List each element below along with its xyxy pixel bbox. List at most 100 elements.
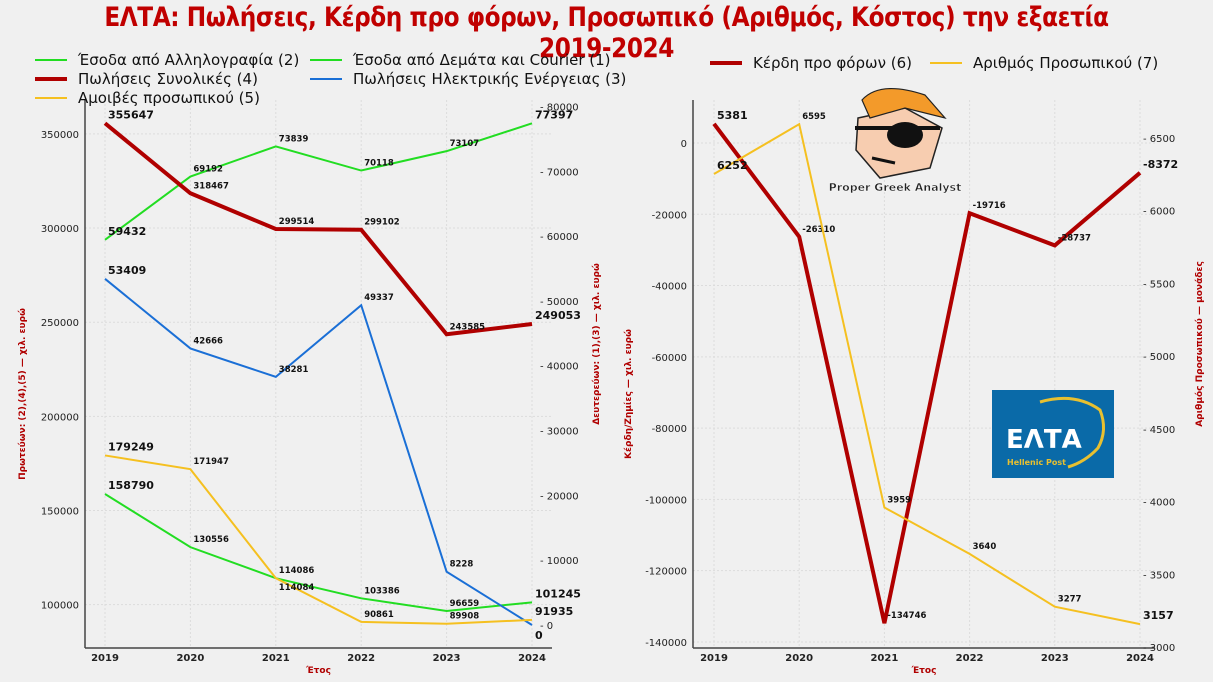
y2-tick-label: - 60000 — [540, 232, 579, 243]
legend-entry: Αριθμός Προσωπικού (7) — [973, 54, 1158, 72]
data-label: 77397 — [535, 108, 573, 121]
data-label: 73839 — [279, 134, 309, 144]
data-label: 299102 — [364, 218, 400, 228]
chart-title: ΕΛΤΑ: Πωλήσεις, Κέρδη προ φόρων, Προσωπι… — [104, 2, 1109, 64]
y2-tick-label: - 30000 — [540, 427, 579, 438]
data-label: 6252 — [717, 159, 748, 172]
x-axis-label: Έτος — [911, 666, 937, 676]
series-line — [104, 493, 533, 612]
y-tick-label: 0 — [681, 139, 687, 150]
data-label: 59432 — [108, 225, 146, 238]
y-tick-label: -60000 — [652, 353, 687, 364]
data-label: 3277 — [1058, 595, 1082, 605]
elta-logo: ΕΛΤΑ Hellenic Post — [992, 390, 1114, 478]
legend-entry: Κέρδη προ φόρων (6) — [753, 54, 912, 72]
x-tick-label: 2023 — [1041, 653, 1069, 664]
series-line — [713, 122, 1141, 626]
y-tick-label: -20000 — [652, 210, 687, 221]
data-label: 179249 — [108, 440, 154, 453]
y2-tick-label: - 50000 — [540, 297, 579, 308]
data-label: 158790 — [108, 479, 154, 492]
y-tick-label: -40000 — [652, 282, 687, 293]
elta-logo-subtitle: Hellenic Post — [1007, 458, 1066, 467]
x-tick-label: 2020 — [176, 653, 204, 664]
data-label: 5381 — [717, 109, 748, 122]
x-tick-label: 2021 — [262, 653, 290, 664]
y2-tick-label: - 5000 — [1143, 352, 1175, 363]
data-label: -26310 — [802, 225, 835, 235]
y2-tick-label: - 5500 — [1143, 279, 1175, 290]
data-label: 171947 — [193, 457, 229, 467]
x-tick-label: 2022 — [347, 653, 375, 664]
y-tick-label: 200000 — [41, 412, 79, 423]
data-label: 69192 — [193, 165, 223, 175]
y-tick-label: -120000 — [645, 567, 687, 578]
y-tick-label: 250000 — [41, 318, 79, 329]
y-tick-label: 300000 — [41, 224, 79, 235]
x-tick-label: 2019 — [700, 653, 728, 664]
data-label: 70118 — [364, 159, 394, 169]
y2-tick-label: - 0 — [540, 621, 553, 632]
y2-tick-label: - 40000 — [540, 362, 579, 373]
data-label: 3959 — [887, 496, 911, 506]
data-label: -28737 — [1058, 233, 1091, 243]
data-label: 114084 — [279, 583, 315, 593]
legend-entry: Έσοδα από Δεμάτα και Courier (1) — [352, 51, 611, 69]
data-label: 90861 — [364, 610, 394, 620]
data-label: 6595 — [802, 112, 826, 122]
data-label: -134746 — [887, 611, 926, 621]
data-label: 96659 — [450, 599, 480, 609]
y2-tick-label: - 80000 — [540, 102, 579, 113]
y2-axis-label: Αριθμός Προσωπικού — μονάδες — [1194, 261, 1205, 427]
series-line — [104, 122, 533, 241]
data-label: -19716 — [973, 201, 1006, 211]
y2-tick-label: - 10000 — [540, 556, 579, 567]
y-tick-label: -80000 — [652, 424, 687, 435]
y2-tick-label: - 4500 — [1143, 425, 1175, 436]
series-line — [104, 278, 533, 626]
chart-2: -140000 -120000 -100000 -80000 -60000 -40000 -… — [623, 54, 1205, 676]
y2-axis-label: Δευτερεύων: (1),(3) — χιλ. ευρώ — [591, 263, 602, 425]
y-tick-label: 100000 — [41, 601, 79, 612]
x-axis-label: Έτος — [305, 666, 331, 676]
series-line — [104, 454, 533, 625]
elta-logo-text: ΕΛΤΑ — [1006, 425, 1082, 455]
legend-entry: Αμοιβές προσωπικού (5) — [78, 89, 260, 107]
series-line — [103, 121, 533, 337]
mascot-hair-icon — [861, 87, 947, 120]
mascot-caption: Proper Greek Analyst — [829, 181, 962, 194]
data-label: -8372 — [1143, 158, 1178, 171]
data-label: 91935 — [535, 605, 573, 618]
legend-entry: Πωλήσεις Ηλεκτρικής Ενέργειας (3) — [353, 70, 626, 88]
y-axis-label: Κέρδη/Ζημίες — χιλ. ευρώ — [623, 329, 634, 459]
data-label: 130556 — [193, 535, 229, 545]
data-label: 114086 — [279, 566, 315, 576]
mascot-sunglasses-icon — [887, 122, 923, 148]
data-label: 318467 — [193, 181, 229, 191]
y-tick-label: -100000 — [645, 495, 687, 506]
data-label: 249053 — [535, 309, 581, 322]
data-label: 73107 — [450, 139, 480, 149]
legend-entry: Πωλήσεις Συνολικές (4) — [78, 70, 258, 88]
series-line — [712, 122, 1142, 624]
chart-1: 100000 150000 200000 250000 300000 350000 - 0 -… — [17, 51, 626, 676]
mascot-mouth-icon — [871, 156, 896, 165]
y2-tick-label: - 3000 — [1143, 643, 1175, 654]
x-tick-label: 2021 — [870, 653, 898, 664]
y2-tick-label: - 3500 — [1143, 570, 1175, 581]
y2-tick-label: - 6000 — [1143, 207, 1175, 218]
y2-tick-label: - 6500 — [1143, 134, 1175, 145]
x-tick-label: 2022 — [956, 653, 984, 664]
x-tick-label: 2020 — [785, 653, 813, 664]
elta-hermes-icon — [1039, 396, 1105, 469]
legend-entry: Έσοδα από Αλληλογραφία (2) — [77, 51, 299, 69]
data-label: 38281 — [279, 365, 309, 375]
x-tick-label: 2024 — [518, 653, 546, 664]
y-tick-label: 350000 — [41, 130, 79, 141]
data-label: 243585 — [450, 322, 486, 332]
data-label: 101245 — [535, 587, 581, 600]
data-label: 89908 — [450, 612, 480, 622]
mascot-logo: Proper Greek Analyst — [828, 87, 962, 194]
data-label: 0 — [535, 629, 543, 642]
